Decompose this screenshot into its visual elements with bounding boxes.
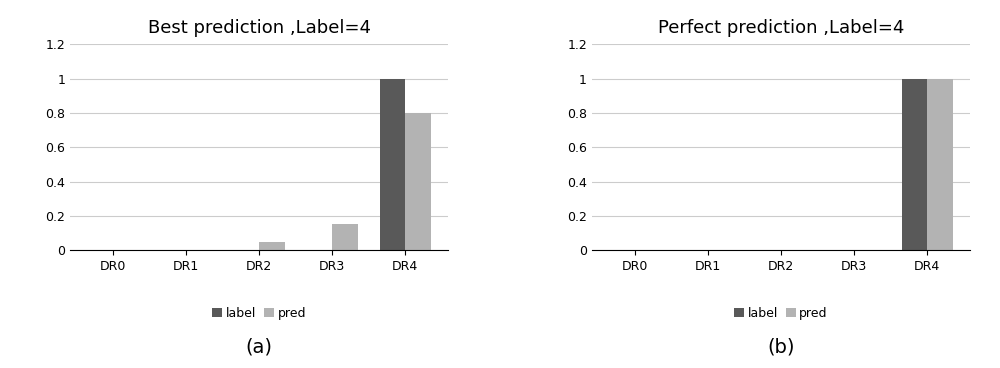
Bar (259, 242, 285, 250)
Bar (380, 78, 405, 250)
Legend: label, pred: label, pred (729, 302, 833, 325)
Bar (405, 113, 431, 250)
Bar (927, 78, 953, 250)
Bar (902, 78, 927, 250)
Title: Perfect prediction ,Label=4: Perfect prediction ,Label=4 (658, 19, 904, 37)
Text: (b): (b) (767, 338, 795, 357)
Legend: label, pred: label, pred (207, 302, 311, 325)
Title: Best prediction ,Label=4: Best prediction ,Label=4 (148, 19, 371, 37)
Bar (332, 224, 358, 250)
Text: (a): (a) (246, 338, 273, 357)
